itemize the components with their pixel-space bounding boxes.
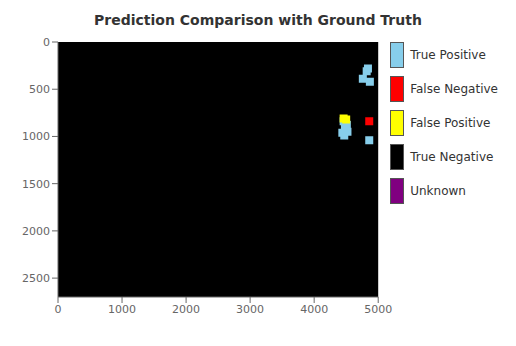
html-text:True Positive: True Positive [410, 48, 486, 62]
svg-text:500: 500 [29, 83, 50, 96]
svg-text:0: 0 [43, 36, 50, 49]
html-text:True Negative: True Negative [410, 150, 494, 164]
svg-text:0: 0 [55, 303, 62, 316]
html-text:Unknown: Unknown [410, 184, 466, 198]
svg-text:2000: 2000 [172, 303, 200, 316]
svg-text:1500: 1500 [22, 178, 50, 191]
svg-text:3000: 3000 [236, 303, 264, 316]
svg-text:4000: 4000 [300, 303, 328, 316]
html-text:False Negative: False Negative [410, 82, 498, 96]
svg-text:5000: 5000 [364, 303, 392, 316]
svg-text:2500: 2500 [22, 272, 50, 285]
svg-text:2000: 2000 [22, 225, 50, 238]
svg-text:1000: 1000 [108, 303, 136, 316]
svg-text:1000: 1000 [22, 130, 50, 143]
html-text:False Positive: False Positive [410, 116, 491, 130]
html-text:Prediction Comparison with Gro: Prediction Comparison with Ground Truth [94, 12, 422, 28]
